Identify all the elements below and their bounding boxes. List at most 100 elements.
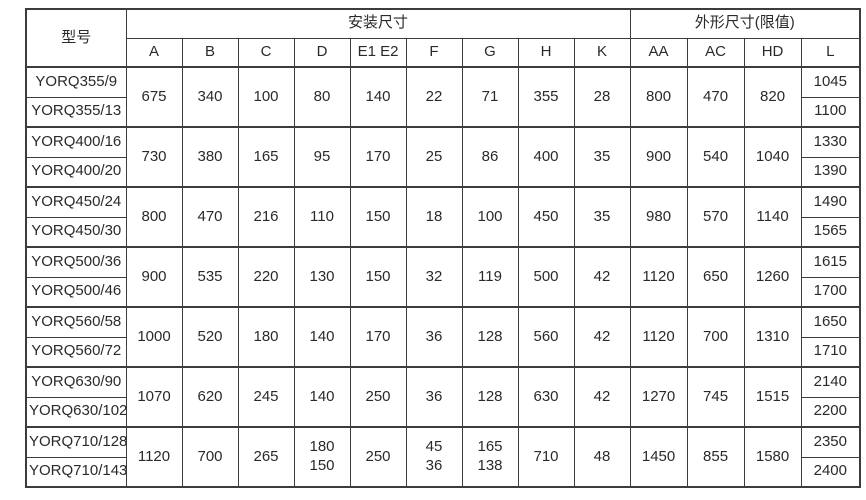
value-cell-D: 80 <box>293 66 351 128</box>
model-cell: YORQ710/143 <box>25 456 127 488</box>
value-cell-HD: 1580 <box>743 426 802 488</box>
value-cell-A: 1070 <box>125 366 183 428</box>
value-cell-C: 100 <box>237 66 295 128</box>
value-cell-C: 180 <box>237 306 295 368</box>
value-cell-K: 42 <box>573 246 631 308</box>
value-cell-L: 1100 <box>800 96 861 128</box>
value-cell-L: 1330 <box>800 126 861 158</box>
value-cell-E1E2: 250 <box>349 426 407 488</box>
header-row-groups: 型号 安装尺寸 外形尺寸(限值) <box>25 8 861 68</box>
model-cell: YORQ355/13 <box>25 96 127 128</box>
value-cell-G: 119 <box>461 246 519 308</box>
value-cell-D: 180 150 <box>293 426 351 488</box>
value-cell-B: 535 <box>181 246 239 308</box>
value-cell-HD: 1040 <box>743 126 802 188</box>
model-cell: YORQ560/72 <box>25 336 127 368</box>
value-cell-HD: 1140 <box>743 186 802 248</box>
value-cell-AA: 900 <box>629 126 688 188</box>
model-cell: YORQ355/9 <box>25 66 127 98</box>
value-cell-F: 25 <box>405 126 463 188</box>
column-header-B: B <box>181 37 239 68</box>
value-cell-AC: 745 <box>686 366 745 428</box>
value-cell-E1E2: 150 <box>349 186 407 248</box>
value-cell-C: 165 <box>237 126 295 188</box>
model-cell: YORQ630/102 <box>25 396 127 428</box>
value-cell-F: 22 <box>405 66 463 128</box>
model-cell: YORQ400/20 <box>25 156 127 188</box>
value-cell-A: 730 <box>125 126 183 188</box>
value-cell-K: 42 <box>573 306 631 368</box>
value-cell-K: 28 <box>573 66 631 128</box>
value-cell-H: 630 <box>517 366 575 428</box>
column-header-D: D <box>293 37 351 68</box>
model-cell: YORQ400/16 <box>25 126 127 158</box>
header-row-columns: A B C D E1 E2 F G H K AA AC HD L <box>26 37 861 68</box>
value-cell-L: 2350 <box>800 426 861 458</box>
value-cell-B: 620 <box>181 366 239 428</box>
value-cell-K: 35 <box>573 186 631 248</box>
table-row: YORQ630/90 1070 620 245 140 250 36 128 6… <box>25 366 861 428</box>
value-cell-G: 100 <box>461 186 519 248</box>
value-cell-H: 500 <box>517 246 575 308</box>
value-cell-L: 1615 <box>800 246 861 278</box>
column-header-L: L <box>800 37 861 68</box>
table-row: YORQ500/36 900 535 220 130 150 32 119 50… <box>25 246 861 308</box>
table-row: YORQ355/9 675 340 100 80 140 22 71 355 2… <box>25 66 861 128</box>
value-cell-H: 450 <box>517 186 575 248</box>
value-cell-K: 35 <box>573 126 631 188</box>
value-cell-L: 1700 <box>800 276 861 308</box>
value-cell-A: 675 <box>125 66 183 128</box>
model-cell: YORQ450/30 <box>25 216 127 248</box>
model-cell: YORQ630/90 <box>25 366 127 398</box>
value-cell-L: 1045 <box>800 66 861 98</box>
column-header-AC: AC <box>686 37 745 68</box>
value-cell-G: 86 <box>461 126 519 188</box>
value-cell-D: 140 <box>293 306 351 368</box>
value-cell-L: 1650 <box>800 306 861 338</box>
value-cell-F: 36 <box>405 306 463 368</box>
value-cell-D: 95 <box>293 126 351 188</box>
value-cell-AC: 470 <box>686 66 745 128</box>
value-cell-H: 710 <box>517 426 575 488</box>
value-cell-AC: 650 <box>686 246 745 308</box>
value-cell-C: 245 <box>237 366 295 428</box>
value-cell-HD: 1515 <box>743 366 802 428</box>
value-cell-AC: 700 <box>686 306 745 368</box>
model-cell: YORQ710/128 <box>25 426 127 458</box>
value-cell-HD: 1310 <box>743 306 802 368</box>
value-cell-B: 470 <box>181 186 239 248</box>
model-cell: YORQ500/36 <box>25 246 127 278</box>
value-cell-L: 2200 <box>800 396 861 428</box>
column-header-G: G <box>461 37 519 68</box>
value-cell-L: 2140 <box>800 366 861 398</box>
value-cell-AA: 800 <box>629 66 688 128</box>
value-cell-E1E2: 170 <box>349 306 407 368</box>
install-dimensions-group-header: 安装尺寸 <box>125 8 631 39</box>
value-cell-L: 1565 <box>800 216 861 248</box>
value-cell-E1E2: 150 <box>349 246 407 308</box>
value-cell-C: 216 <box>237 186 295 248</box>
value-cell-C: 265 <box>237 426 295 488</box>
value-cell-F: 18 <box>405 186 463 248</box>
value-cell-F: 36 <box>405 366 463 428</box>
column-header-HD: HD <box>743 37 802 68</box>
value-cell-L: 2400 <box>800 456 861 488</box>
model-cell: YORQ560/58 <box>25 306 127 338</box>
column-header-F: F <box>405 37 463 68</box>
table-row: YORQ710/143 2400 <box>25 456 861 488</box>
model-column-header: 型号 <box>25 8 127 68</box>
value-cell-E1E2: 140 <box>349 66 407 128</box>
value-cell-AC: 540 <box>686 126 745 188</box>
value-cell-G: 128 <box>461 366 519 428</box>
value-cell-AC: 570 <box>686 186 745 248</box>
value-cell-F: 32 <box>405 246 463 308</box>
value-cell-F: 45 36 <box>405 426 463 488</box>
table-row: YORQ400/16 730 380 165 95 170 25 86 400 … <box>25 126 861 188</box>
table-row: YORQ355/13 1100 <box>25 96 861 128</box>
value-cell-HD: 1260 <box>743 246 802 308</box>
value-cell-D: 130 <box>293 246 351 308</box>
table-row: YORQ710/128 1120 700 265 180 150 250 45 … <box>25 426 861 488</box>
value-cell-G: 71 <box>461 66 519 128</box>
model-cell: YORQ500/46 <box>25 276 127 308</box>
value-cell-G: 165 138 <box>461 426 519 488</box>
